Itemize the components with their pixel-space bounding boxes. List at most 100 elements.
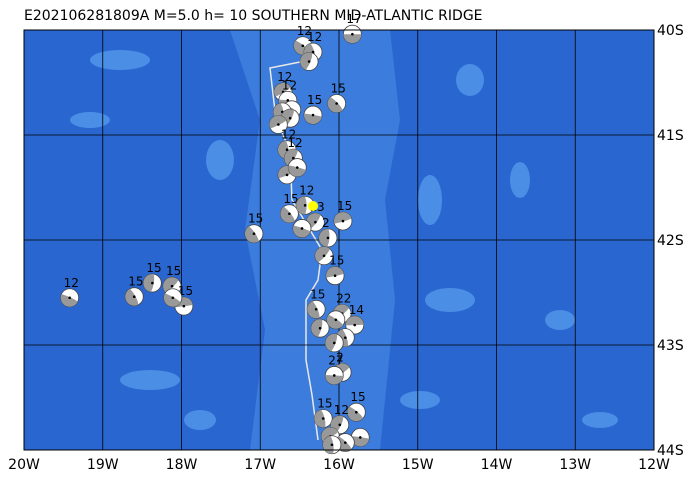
beachball-quadrant: [244, 226, 259, 243]
depth-label: 15: [283, 192, 298, 206]
beachball-quadrant: [292, 225, 311, 238]
event-location: [308, 201, 318, 211]
beachball-quadrant: [326, 266, 344, 278]
x-tick-label: 12W: [638, 457, 670, 473]
beachball-center: [151, 281, 154, 285]
focal-mechanism: [60, 288, 80, 308]
depth-label: 2: [322, 216, 330, 230]
focal-mechanism: [303, 105, 323, 125]
beachball-center: [341, 219, 345, 223]
beachball-center: [321, 417, 325, 420]
focal-mechanism: [310, 318, 330, 338]
x-tick-label: 16W: [323, 457, 355, 473]
focal-mechanism: [324, 333, 344, 353]
depth-label: 15: [337, 199, 352, 213]
depth-label: 12: [281, 128, 296, 142]
beachball-quadrant: [60, 293, 78, 307]
beachball-center: [318, 326, 322, 330]
beachball-center: [344, 441, 347, 444]
x-tick-label: 18W: [166, 457, 198, 473]
focal-mechanism: [142, 273, 162, 293]
depth-label: 15: [128, 275, 143, 289]
beachball-quadrant: [325, 333, 338, 352]
beachball-center: [285, 173, 289, 177]
beachball-center: [330, 443, 334, 447]
focal-mechanism: [346, 402, 366, 422]
x-tick-label: 20W: [8, 457, 40, 473]
depth-label: 12: [287, 136, 302, 150]
beachball-center: [311, 113, 315, 117]
depth-label: 14: [349, 303, 364, 317]
beachball-quadrant: [163, 293, 181, 307]
beachball-center: [358, 436, 362, 439]
beachball-center: [171, 296, 175, 300]
beachball-center: [182, 304, 186, 308]
focal-mechanism: [345, 315, 365, 335]
focal-mechanism: [295, 195, 315, 215]
beachball-quadrant: [321, 427, 339, 441]
beachball-center: [355, 410, 358, 414]
beachball-quadrant: [322, 435, 334, 454]
beachball-quadrant: [163, 277, 179, 293]
beachball-center: [300, 227, 304, 230]
focal-mechanism: [306, 299, 326, 319]
title: E202106281809A M=5.0 h= 10 SOUTHERN MID-…: [24, 8, 483, 24]
depth-label: 15: [310, 287, 325, 301]
focal-mechanism: [327, 94, 347, 113]
focal-mechanism: [244, 224, 264, 244]
frame: [23, 29, 655, 451]
beachball-center: [295, 166, 299, 169]
beachball-quadrant: [304, 113, 322, 125]
beachball-center: [170, 284, 174, 288]
beachball-center: [288, 116, 292, 120]
beachball-quadrant: [318, 228, 330, 247]
depth-label: 12: [334, 403, 349, 417]
y-tick-label: 41S: [657, 128, 684, 144]
focal-mechanism: [268, 115, 288, 134]
focal-mechanism: [326, 310, 346, 330]
beachball-center: [314, 308, 318, 311]
beachball-quadrant: [327, 96, 343, 113]
focal-mechanism: [279, 204, 299, 224]
focal-mechanism: [322, 435, 342, 455]
beachball-quadrant: [300, 52, 313, 70]
focal-mechanism: [314, 246, 334, 266]
depth-label: 15: [307, 93, 322, 107]
beachball-quadrant: [326, 314, 344, 329]
beachball-quadrant: [315, 246, 330, 263]
depth-label: 12: [297, 24, 312, 38]
depth-label: 12: [277, 70, 292, 84]
y-tick-label: 42S: [657, 233, 684, 249]
focal-mechanism: [287, 158, 307, 177]
beachball-center: [288, 212, 291, 216]
x-tick-label: 17W: [244, 457, 276, 473]
depth-label: 15: [166, 264, 181, 278]
depth-label: 15: [329, 254, 344, 268]
beachball-center: [68, 296, 71, 300]
beachball-quadrant: [284, 149, 298, 166]
beachball-quadrant: [314, 409, 326, 428]
beachball-quadrant: [333, 212, 352, 224]
beachball-quadrant: [143, 274, 155, 292]
focal-mechanism: [163, 288, 183, 308]
beachball-quadrant: [125, 288, 139, 306]
beachball-center: [303, 204, 307, 207]
beachball-quadrant: [274, 82, 291, 97]
beachball-center: [301, 44, 305, 48]
focal-mechanism: [324, 366, 344, 385]
y-tick-label: 43S: [657, 338, 684, 354]
focal-mechanism: [124, 287, 144, 307]
beachball-quadrant: [325, 374, 344, 385]
beachball-center: [335, 102, 338, 105]
depth-label: 15: [350, 390, 365, 404]
depth-label: 12: [64, 276, 79, 290]
beachball-center: [353, 323, 357, 327]
beachball-center: [252, 232, 256, 235]
depth-label: 12: [282, 78, 297, 92]
focal-mechanism: [325, 266, 345, 286]
beachball-center: [322, 254, 326, 258]
focal-mechanism: [333, 211, 353, 231]
depth-label: 12: [307, 30, 322, 44]
beachball-quadrant: [269, 115, 287, 129]
